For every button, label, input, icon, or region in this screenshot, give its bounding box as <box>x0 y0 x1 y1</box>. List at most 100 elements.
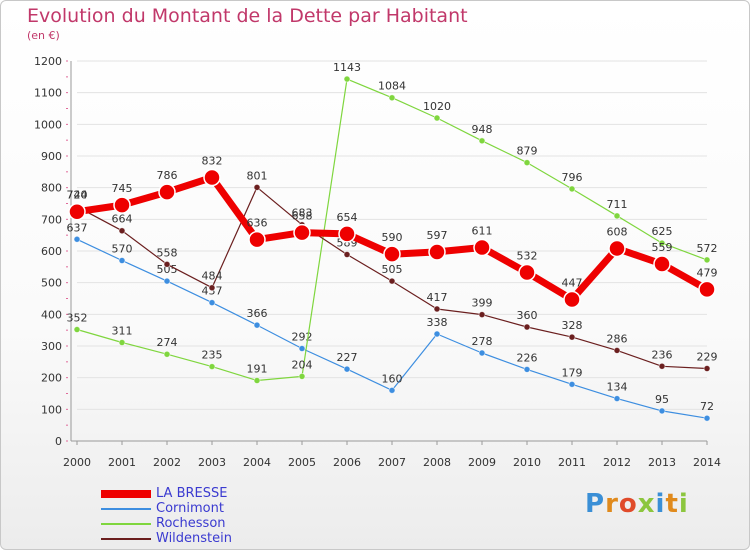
data-point <box>383 245 401 263</box>
data-point <box>523 159 531 167</box>
data-point <box>568 380 576 388</box>
y-tick-label: 1200 <box>34 55 62 68</box>
data-point <box>343 365 351 373</box>
data-label: 338 <box>427 316 448 329</box>
data-point <box>388 386 396 394</box>
data-point <box>608 239 626 258</box>
y-tick-label: 400 <box>41 308 62 321</box>
legend-label: Wildenstein <box>156 531 233 546</box>
data-label: 366 <box>247 307 268 320</box>
y-tick-label: 900 <box>41 150 62 163</box>
data-point <box>658 239 666 247</box>
data-point <box>208 363 216 370</box>
data-label: 328 <box>562 319 583 332</box>
data-point <box>163 277 171 285</box>
data-point <box>208 284 216 292</box>
data-label: 625 <box>652 225 673 238</box>
data-point <box>388 94 396 102</box>
x-tick-label: 2001 <box>108 456 136 469</box>
data-label: 590 <box>382 231 403 244</box>
data-label: 1020 <box>423 100 451 113</box>
data-label: 134 <box>607 381 628 394</box>
data-label: 204 <box>292 358 313 371</box>
legend-label: Cornimont <box>156 501 224 516</box>
data-point <box>568 333 576 341</box>
data-label: 160 <box>382 372 403 385</box>
data-label: 179 <box>562 366 583 379</box>
x-tick-label: 2009 <box>468 456 496 469</box>
data-point <box>703 414 711 422</box>
data-label: 505 <box>382 263 403 276</box>
data-point <box>563 290 581 309</box>
data-label: 447 <box>562 276 583 289</box>
data-label: 559 <box>652 241 673 254</box>
data-point <box>478 311 486 319</box>
data-point <box>433 305 441 313</box>
data-label: 479 <box>697 266 718 279</box>
data-point <box>473 238 491 257</box>
data-point <box>518 263 536 282</box>
data-label: 235 <box>202 349 223 362</box>
data-label: 611 <box>472 225 493 238</box>
data-point <box>478 349 486 357</box>
data-point <box>523 323 531 331</box>
y-tick-label: 500 <box>41 277 62 290</box>
data-point <box>118 257 126 264</box>
data-label: 597 <box>427 229 448 242</box>
data-point <box>113 196 131 214</box>
x-tick-label: 2000 <box>63 456 91 469</box>
data-label: 236 <box>652 348 673 361</box>
data-label: 292 <box>292 331 313 344</box>
data-point <box>208 299 216 307</box>
data-point <box>433 114 441 122</box>
data-point <box>433 330 441 338</box>
data-point <box>658 407 666 415</box>
data-label: 570 <box>112 243 133 256</box>
data-point <box>118 227 126 235</box>
data-label: 948 <box>472 123 493 136</box>
data-label: 879 <box>517 145 538 158</box>
data-label: 1143 <box>333 61 361 74</box>
y-tick-label: 1100 <box>34 87 62 100</box>
legend-label: LA BRESSE <box>156 486 228 501</box>
data-point <box>338 225 356 243</box>
data-label: 191 <box>247 363 268 376</box>
data-point <box>248 230 266 249</box>
data-label: 654 <box>337 211 358 224</box>
data-point <box>203 168 221 187</box>
y-tick-label: 200 <box>41 372 62 385</box>
y-tick-label: 300 <box>41 340 62 353</box>
data-label: 796 <box>562 171 583 184</box>
data-label: 417 <box>427 291 448 304</box>
data-label: 360 <box>517 309 538 322</box>
data-point <box>343 75 351 83</box>
data-label: 572 <box>697 242 718 255</box>
data-label: 227 <box>337 351 358 364</box>
data-label: 72 <box>700 400 714 413</box>
brand-logo: Proxiti <box>585 489 689 519</box>
data-label: 352 <box>67 312 88 325</box>
data-label: 801 <box>247 169 268 182</box>
data-label: 1084 <box>378 80 406 93</box>
data-label: 637 <box>67 221 88 234</box>
data-label: 278 <box>472 335 493 348</box>
data-label: 711 <box>607 198 628 211</box>
data-label: 558 <box>157 246 178 259</box>
data-label: 608 <box>607 225 628 238</box>
data-point <box>613 347 621 354</box>
data-label: 95 <box>655 393 669 406</box>
data-point <box>73 235 81 243</box>
data-label: 399 <box>472 297 493 310</box>
data-point <box>163 260 171 268</box>
data-point <box>428 243 446 261</box>
data-label: 484 <box>202 270 223 283</box>
y-tick-label: 700 <box>41 213 62 226</box>
data-point <box>68 202 86 221</box>
data-point <box>298 372 306 380</box>
data-label: 274 <box>157 336 178 349</box>
data-point <box>253 183 261 191</box>
data-label: 505 <box>157 263 178 276</box>
data-label: 286 <box>607 332 628 345</box>
